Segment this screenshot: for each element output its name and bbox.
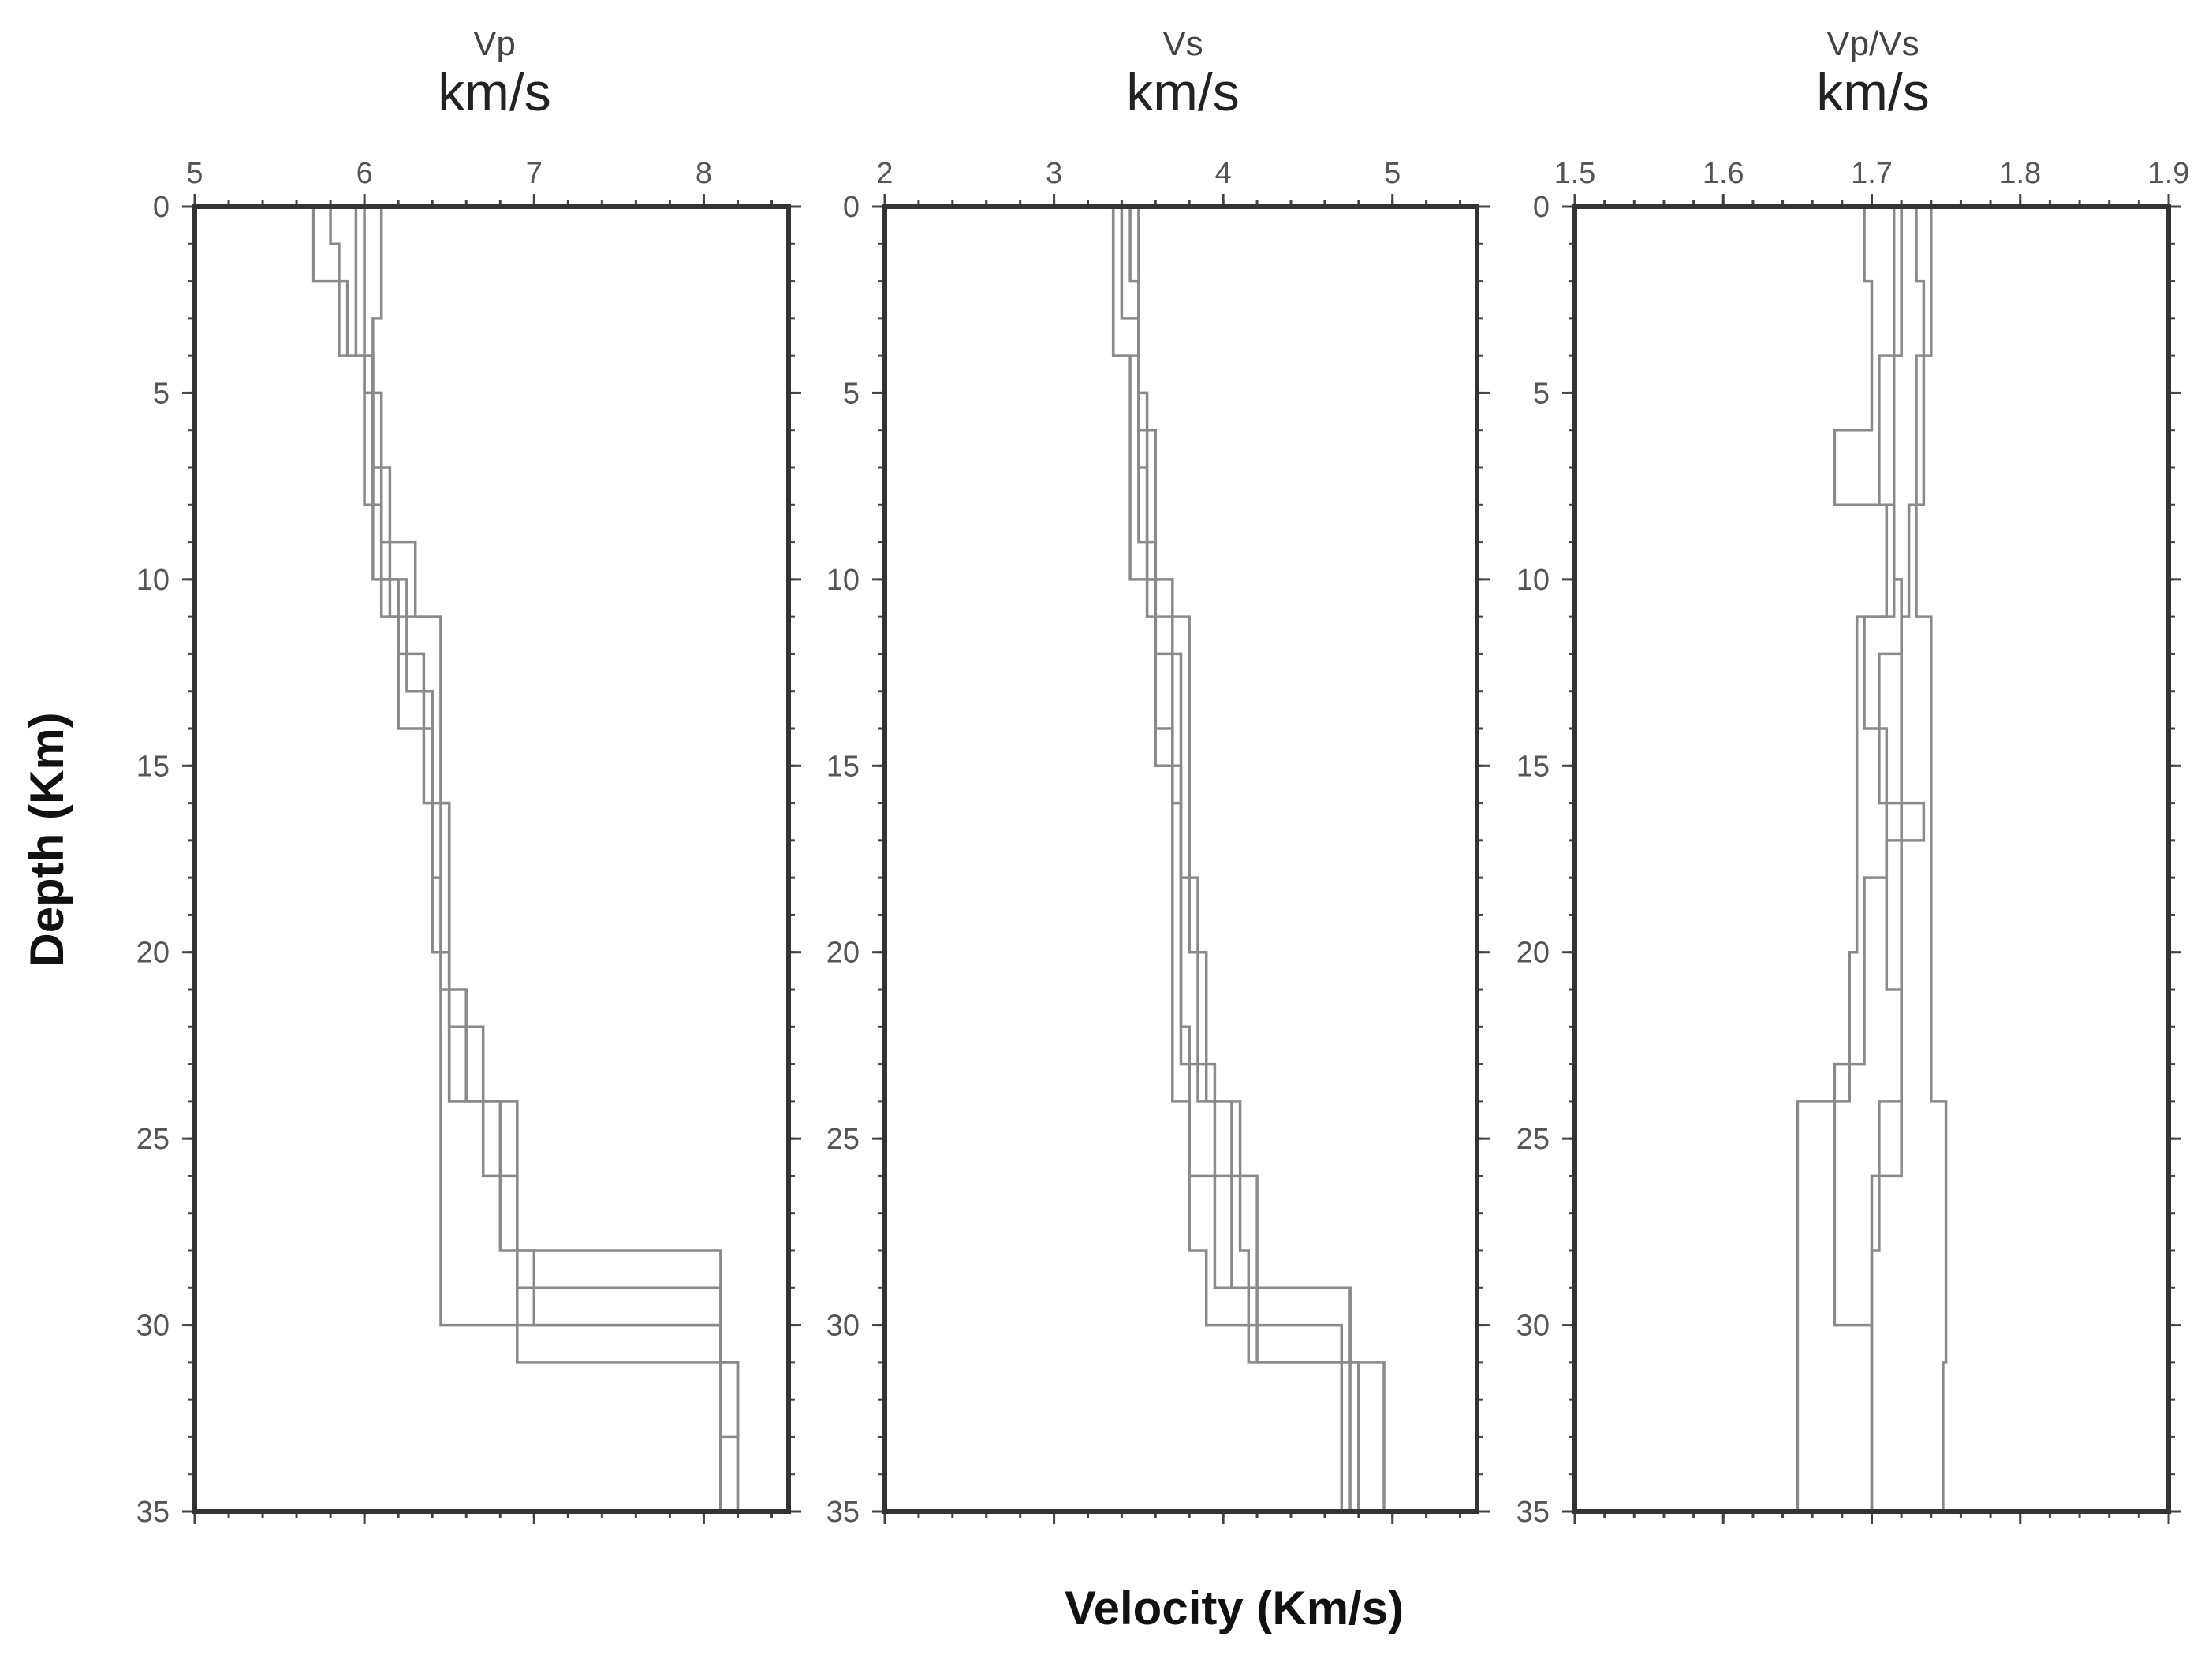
velocity-profile: [1111, 207, 1344, 1511]
x-tick-label: 4: [1215, 157, 1232, 190]
panel-unit: km/s: [438, 62, 551, 122]
velocity-profile: [1120, 207, 1360, 1511]
velocity-profile: [1870, 207, 1926, 1511]
y-tick-label: 30: [826, 1310, 860, 1343]
y-tick-label: 15: [136, 750, 170, 783]
panel-title: Vp: [473, 24, 516, 63]
velocity-profile: [1915, 207, 1948, 1511]
x-tick-label: 6: [356, 157, 373, 190]
y-axis-title: Depth (Km): [21, 712, 73, 967]
velocity-profile: [1796, 207, 1889, 1511]
y-tick-label: 25: [136, 1123, 170, 1156]
y-tick-label: 30: [136, 1310, 170, 1343]
y-tick-label: 0: [843, 191, 860, 224]
panel-unit: km/s: [1816, 62, 1930, 122]
y-tick-label: 15: [826, 750, 860, 783]
velocity-profile: [329, 207, 722, 1511]
plot-frame: [882, 204, 1479, 1514]
x-tick-label: 7: [526, 157, 543, 190]
y-tick-label: 15: [1516, 750, 1550, 783]
y-tick-label: 25: [1516, 1123, 1550, 1156]
y-tick-label: 5: [1533, 377, 1550, 410]
velocity-profile: [371, 207, 740, 1511]
x-tick-label: 3: [1046, 157, 1062, 190]
panel-title: Vp/Vs: [1826, 24, 1919, 63]
y-tick-label: 0: [153, 191, 170, 224]
y-tick-label: 10: [1516, 564, 1550, 597]
x-tick-label: 1.7: [1851, 157, 1893, 190]
velocity-profile: [1137, 207, 1386, 1511]
y-tick-label: 20: [826, 937, 860, 970]
y-tick-label: 30: [1516, 1310, 1550, 1343]
x-tick-label: 8: [696, 157, 712, 190]
plot-frame: [1572, 204, 2171, 1514]
y-tick-label: 25: [826, 1123, 860, 1156]
y-tick-label: 10: [826, 564, 860, 597]
velocity-profile: [1870, 207, 1926, 1511]
x-tick-label: 2: [876, 157, 893, 190]
x-tick-label: 5: [1384, 157, 1401, 190]
x-axis-title: Velocity (Km/s): [1065, 1582, 1404, 1634]
y-tick-label: 0: [1533, 191, 1550, 224]
y-tick-label: 20: [1516, 937, 1550, 970]
velocity-profile: [1833, 207, 1903, 1511]
velocity-profile: [1111, 207, 1360, 1511]
velocity-profile: [354, 207, 740, 1511]
panel-vpvs: Vp/Vs km/s 1.5 1.6 1.7 1.8 1.9 0 5 10 15 20 25 30 35: [1516, 24, 2190, 1529]
x-tick-label: 1.8: [1999, 157, 2041, 190]
y-tick-label: 5: [843, 377, 860, 410]
velocity-profile: [363, 207, 740, 1511]
y-tick-label: 10: [136, 564, 170, 597]
y-tick-label: 5: [153, 377, 170, 410]
y-tick-label: 35: [826, 1496, 860, 1529]
y-tick-label: 20: [136, 937, 170, 970]
x-tick-label: 5: [186, 157, 203, 190]
x-tick-label: 1.5: [1554, 157, 1596, 190]
y-tick-label: 35: [1516, 1496, 1550, 1529]
velocity-profile: [1128, 207, 1352, 1511]
panel-unit: km/s: [1126, 62, 1240, 122]
plot-frame: [192, 204, 791, 1514]
panel-vs: Vs km/s 2 3 4 5 0 5 10 15 20 25 30 35: [826, 24, 1490, 1529]
y-tick-label: 35: [136, 1496, 170, 1529]
panel-title: Vs: [1162, 24, 1203, 63]
x-tick-label: 1.6: [1703, 157, 1744, 190]
x-tick-label: 1.9: [2148, 157, 2190, 190]
